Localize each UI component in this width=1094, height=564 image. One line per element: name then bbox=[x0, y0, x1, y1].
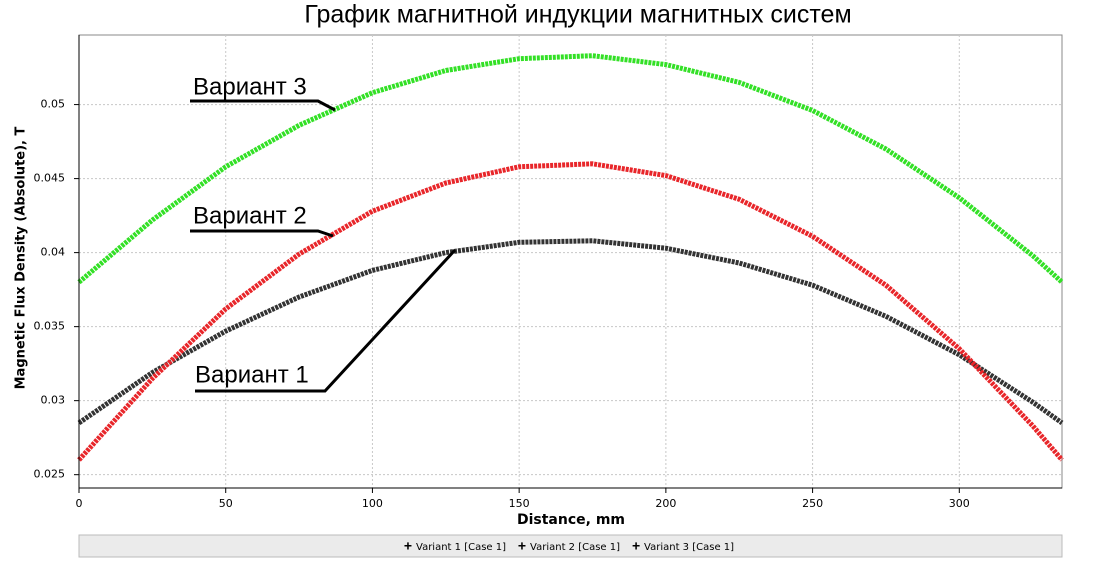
chart-title: График магнитной индукции магнитных сист… bbox=[304, 1, 851, 29]
y-tick-label: 0.045 bbox=[34, 172, 66, 185]
annotation-leader bbox=[190, 99, 336, 112]
legend-label: Variant 1 [Case 1] bbox=[416, 542, 506, 553]
y-tick-label: 0.05 bbox=[41, 98, 66, 111]
legend-marker: + bbox=[404, 538, 412, 554]
x-tick-label: 50 bbox=[219, 497, 233, 510]
y-tick-label: 0.035 bbox=[34, 320, 66, 333]
x-tick-label: 0 bbox=[76, 497, 83, 510]
annotation-leader bbox=[195, 248, 457, 393]
y-tick-label: 0.03 bbox=[41, 394, 66, 407]
legend-label: Variant 2 [Case 1] bbox=[530, 542, 620, 553]
series-line bbox=[77, 53, 1064, 285]
y-axis-label: Magnetic Flux Density (Absolute), T bbox=[14, 126, 29, 389]
x-tick-label: 200 bbox=[655, 497, 676, 510]
legend: + Variant 1 [Case 1] + Variant 2 [Case 1] + V… bbox=[404, 538, 734, 554]
annotation: Вариант 1 bbox=[195, 361, 309, 388]
legend-marker: + bbox=[518, 538, 526, 554]
y-tick-label: 0.04 bbox=[41, 246, 66, 259]
x-tick-label: 150 bbox=[509, 497, 530, 510]
legend-box bbox=[78, 534, 1063, 558]
x-tick-label: 300 bbox=[949, 497, 970, 510]
x-tick-label: 250 bbox=[802, 497, 823, 510]
series bbox=[77, 53, 1064, 462]
x-axis-label: Distance, mm bbox=[517, 512, 625, 528]
y-tick-label: 0.025 bbox=[34, 468, 66, 481]
legend-marker: + bbox=[632, 538, 640, 554]
legend-label: Variant 3 [Case 1] bbox=[644, 542, 734, 553]
annotation: Вариант 2 bbox=[193, 202, 307, 229]
x-tick-label: 100 bbox=[362, 497, 383, 510]
series-line bbox=[77, 238, 1064, 425]
plot-area bbox=[78, 34, 1063, 489]
series-line bbox=[77, 161, 1064, 462]
annotation: Вариант 3 bbox=[193, 73, 307, 100]
annotation-leader bbox=[190, 229, 334, 238]
